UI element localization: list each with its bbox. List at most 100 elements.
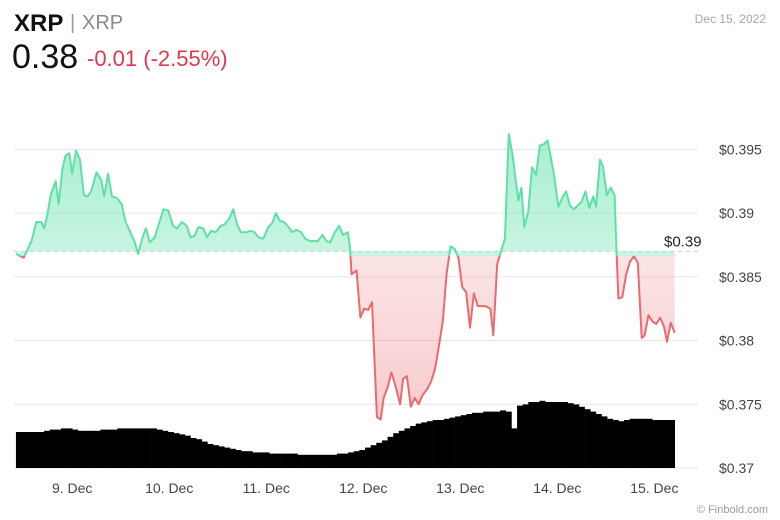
volume-bar — [601, 416, 608, 468]
volume-bar — [460, 415, 467, 468]
volume-bar — [167, 432, 174, 468]
volume-bar — [533, 402, 540, 468]
volume-bar — [60, 428, 67, 468]
volume-bar — [376, 442, 383, 468]
volume-bar — [83, 430, 90, 468]
volume-bar — [466, 414, 473, 468]
y-tick-label: $0.395 — [719, 141, 762, 157]
volume-bar — [224, 447, 231, 468]
y-tick-label: $0.37 — [719, 460, 754, 476]
volume-bar — [94, 430, 101, 468]
volume-bar — [184, 435, 191, 468]
volume-bar — [274, 453, 281, 468]
volume-bar — [291, 453, 298, 468]
volume-bar — [145, 428, 152, 468]
volume-bar — [32, 432, 39, 468]
x-tick-label: 15. Dec — [630, 480, 678, 496]
volume-bar — [353, 451, 360, 468]
volume-bar — [494, 411, 501, 468]
volume-bar — [539, 400, 546, 468]
volume-bar — [117, 428, 124, 468]
price-line-down — [17, 256, 676, 421]
volume-bar — [286, 453, 293, 468]
volume-bar — [522, 404, 529, 468]
x-axis-ticks: 9. Dec 10. Dec 11. Dec 12. Dec 13. Dec 14. De… — [52, 480, 678, 496]
header-separator: | — [70, 12, 76, 34]
volume-bar — [179, 434, 186, 468]
area-above-baseline — [15, 134, 675, 256]
asset-name: XRP — [82, 12, 124, 34]
volume-bar — [584, 409, 591, 468]
volume-bar — [483, 411, 490, 468]
volume-bar — [646, 418, 653, 468]
volume-bar — [472, 412, 478, 468]
area-fills — [15, 134, 675, 420]
volume-bar — [573, 404, 580, 468]
y-tick-label: $0.39 — [719, 205, 754, 221]
volume-bar — [393, 433, 400, 468]
volume-bar — [269, 453, 276, 468]
volume-bar — [640, 418, 647, 468]
volume-bar — [241, 451, 248, 468]
volume-bar — [455, 416, 462, 468]
volume-bar — [438, 420, 445, 468]
volume-bar — [590, 411, 597, 468]
volume-bar — [432, 420, 439, 468]
volume-bar — [66, 428, 73, 468]
volume-bar — [280, 453, 287, 468]
volume-bar — [669, 420, 676, 468]
price-line-up — [15, 133, 635, 256]
volume-bar — [556, 402, 563, 468]
volume-bar — [663, 420, 670, 468]
volume-bar — [505, 411, 512, 468]
volume-bar — [387, 436, 394, 468]
volume-bar — [607, 418, 614, 468]
volume-bar — [246, 451, 253, 468]
volume-bar — [258, 452, 264, 468]
y-axis-ticks: $0.395 $0.39 $0.385 $0.38 $0.375 $0.37 — [719, 141, 762, 476]
volume-bar — [550, 402, 557, 468]
price-lines — [15, 133, 676, 421]
volume-bar — [218, 446, 225, 468]
volume-bar — [128, 428, 135, 468]
volume-bar — [381, 440, 388, 468]
x-tick-label: 9. Dec — [52, 480, 92, 496]
volume-bar — [365, 447, 371, 468]
current-price: 0.38 — [12, 38, 79, 76]
x-tick-label: 13. Dec — [436, 480, 484, 496]
volume-bar — [319, 454, 326, 468]
volume-bar — [579, 406, 585, 468]
volume-bar — [308, 454, 315, 468]
x-tick-label: 11. Dec — [243, 480, 290, 496]
volume-bar — [612, 420, 619, 468]
volume-bar — [657, 420, 664, 468]
volume-bar — [162, 430, 169, 468]
volume-bar — [122, 428, 129, 468]
volume-bar — [618, 421, 625, 468]
volume-bar — [426, 421, 433, 468]
volume-bar — [624, 420, 630, 468]
volume-bar — [38, 432, 45, 468]
volume-bar — [595, 414, 602, 468]
y-tick-label: $0.385 — [719, 269, 762, 285]
chart-date: Dec 15, 2022 — [694, 12, 766, 26]
volume-bar — [77, 430, 84, 468]
volume-bar — [415, 423, 422, 468]
volume-bar — [404, 428, 411, 468]
volume-bar — [635, 418, 642, 468]
volume-bar — [336, 453, 343, 468]
volume-bars — [15, 400, 676, 468]
volume-bar — [15, 432, 22, 468]
volume-bar — [134, 428, 141, 468]
volume-bar — [314, 454, 321, 468]
volume-bar — [421, 422, 428, 468]
volume-bar — [213, 445, 219, 468]
volume-bar — [398, 430, 405, 468]
volume-bar — [517, 405, 523, 468]
volume-bar — [528, 402, 535, 468]
volume-bar — [21, 432, 28, 468]
volume-bar — [139, 428, 146, 468]
volume-bar — [348, 452, 355, 468]
volume-bar — [100, 429, 107, 468]
